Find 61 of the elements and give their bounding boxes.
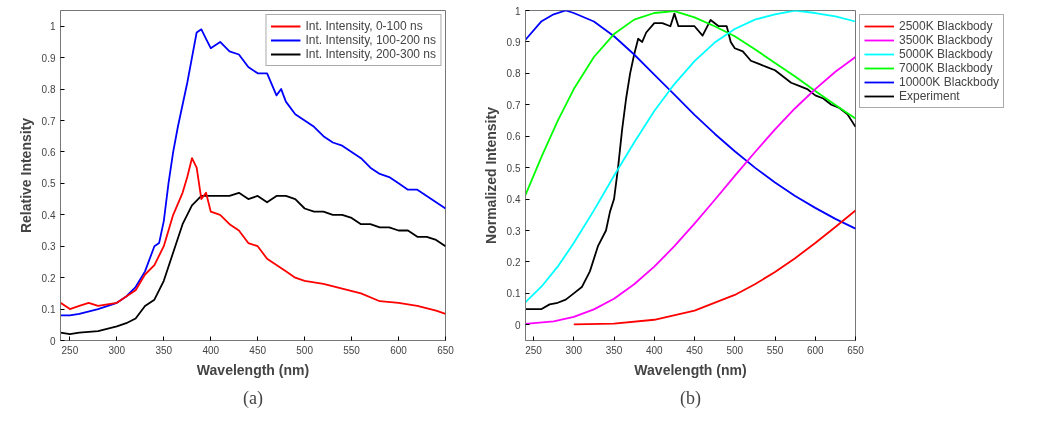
y-tick-label: 0.6 (41, 146, 56, 158)
y-tick-label: 1 (514, 5, 521, 17)
x-tick-label: 450 (686, 344, 704, 356)
x-tick-label: 400 (645, 344, 664, 356)
x-tick-label: 350 (605, 344, 623, 356)
y-tick-label: 0.4 (506, 194, 521, 206)
y-tick-label: 0.2 (506, 256, 521, 268)
legend-label: 3500K Blackbody (899, 33, 993, 47)
x-tick-label: 250 (525, 344, 543, 356)
y-tick-label: 0.3 (41, 241, 56, 253)
x-tick-label: 550 (343, 344, 361, 356)
line-series (572, 209, 856, 326)
y-tick-label: 0.8 (41, 84, 56, 96)
y-tick-label: 0.1 (41, 304, 56, 316)
legend-label: Experiment (899, 89, 960, 103)
x-tick-label: 650 (437, 344, 455, 356)
y-tick-label: 0.3 (506, 225, 521, 237)
y-tick-label: 1 (49, 21, 56, 33)
y-axis-title: Normalized Intensity (482, 106, 499, 244)
x-axis-title: Wavelength (nm) (196, 361, 310, 378)
text: (a) (243, 387, 263, 409)
line-series (60, 157, 446, 315)
y-tick-label: 0.5 (506, 162, 521, 174)
y-tick-label: 0.7 (41, 115, 56, 127)
x-tick-label: 400 (202, 344, 220, 356)
line-series (525, 10, 856, 230)
legend-label: Int. Intensity, 200-300 ns (305, 47, 436, 61)
y-tick-label: 0 (514, 319, 521, 331)
x-tick-label: 350 (155, 344, 173, 356)
x-tick-label: 300 (108, 344, 126, 356)
x-tick-label: 300 (565, 344, 583, 356)
line-series (60, 191, 446, 336)
y-tick-label: 0.9 (41, 52, 56, 64)
legend-label: 7000K Blackbody (899, 61, 993, 75)
line-series (525, 10, 856, 196)
y-tick-label: 0.2 (41, 272, 56, 284)
legend-label: 10000K Blackbody (899, 75, 1000, 89)
y-axis-title: Relative Intensity (17, 117, 34, 234)
x-tick-label: 500 (296, 344, 314, 356)
x-tick-label: 250 (61, 344, 79, 356)
x-tick-label: 650 (847, 344, 865, 356)
y-tick-label: 0.7 (506, 99, 521, 111)
line-series (525, 56, 856, 325)
y-tick-label: 0.8 (506, 68, 521, 80)
y-tick-label: 0.4 (41, 209, 56, 221)
y-tick-label: 0.1 (506, 288, 521, 300)
legend-label: 5000K Blackbody (899, 47, 993, 61)
x-tick-label: 600 (806, 344, 825, 356)
x-tick-label: 550 (766, 344, 784, 356)
y-tick-label: 0 (49, 335, 56, 347)
x-tick-label: 600 (390, 344, 408, 356)
x-tick-label: 450 (249, 344, 267, 356)
y-tick-label: 0.5 (41, 178, 56, 190)
y-tick-label: 0.6 (506, 131, 521, 143)
text: (b) (680, 387, 702, 409)
y-tick-label: 0.9 (506, 36, 521, 48)
legend-label: Int. Intensity, 100-200 ns (305, 33, 436, 47)
x-axis-title: Wavelength (nm) (634, 361, 747, 378)
legend-label: Int. Intensity, 0-100 ns (305, 19, 423, 33)
x-tick-label: 500 (726, 344, 744, 356)
legend-label: 2500K Blackbody (899, 19, 993, 33)
